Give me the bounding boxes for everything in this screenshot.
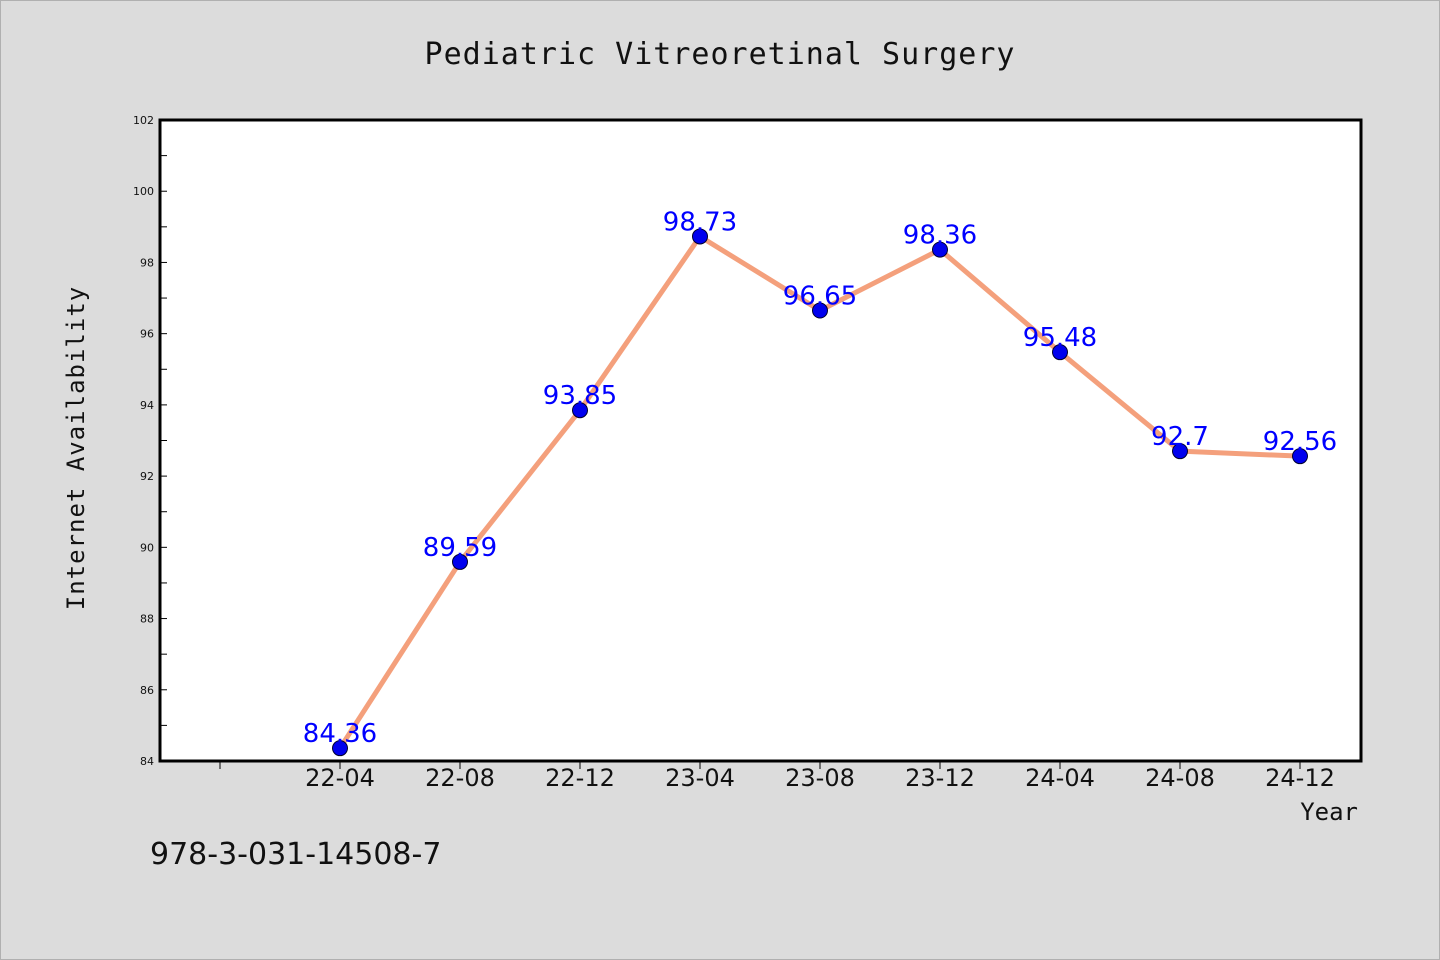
y-axis-ticks: 84 86 88 90 92 94 96 98 100 102 xyxy=(133,114,167,768)
x-axis-label: Year xyxy=(1300,798,1358,826)
chart-title: Pediatric Vitreoretinal Surgery xyxy=(425,37,1016,72)
y-tick-label: 102 xyxy=(133,114,154,127)
y-axis-label: Internet Availability xyxy=(62,286,90,610)
data-point xyxy=(1172,443,1188,460)
data-point xyxy=(1052,344,1068,361)
data-label: 89.59 xyxy=(423,533,497,563)
series-group: 84.36 89.59 93.85 98.73 96.65 98.36 95.48 92.7 9… xyxy=(303,207,1337,757)
x-tick-label: 22-08 xyxy=(425,764,495,792)
x-tick-label: 23-12 xyxy=(905,764,975,792)
y-tick-label: 88 xyxy=(140,613,154,626)
data-point xyxy=(572,402,588,419)
data-label: 84.36 xyxy=(303,719,377,749)
data-label: 92.7 xyxy=(1151,422,1209,452)
isbn-code: 978-3-031-14508-7 xyxy=(150,837,441,872)
data-point xyxy=(932,241,948,258)
x-tick-label: 22-12 xyxy=(545,764,615,792)
x-axis-ticks: 22-04 22-08 22-12 23-04 23-08 23-12 24-04 24-08… xyxy=(219,761,1335,792)
y-tick-label: 90 xyxy=(140,541,154,554)
y-tick-label: 96 xyxy=(140,328,154,341)
x-tick-label: 23-04 xyxy=(665,764,735,792)
data-label: 92.56 xyxy=(1263,427,1337,457)
y-tick-label: 94 xyxy=(140,399,154,412)
plot-area xyxy=(158,118,1363,763)
data-point xyxy=(812,302,828,319)
data-point xyxy=(1292,448,1308,465)
y-tick-label: 98 xyxy=(140,256,154,269)
data-label: 98.36 xyxy=(903,221,977,251)
data-label: 95.48 xyxy=(1023,323,1097,353)
x-tick-label: 24-04 xyxy=(1025,764,1095,792)
y-tick-label: 86 xyxy=(140,684,154,697)
data-point xyxy=(692,228,708,245)
y-tick-label: 84 xyxy=(140,755,154,768)
data-label: 93.85 xyxy=(543,381,617,411)
y-tick-label: 100 xyxy=(133,185,154,198)
y-tick-label: 92 xyxy=(140,470,154,483)
x-tick-label: 23-08 xyxy=(785,764,855,792)
x-tick-label: 22-04 xyxy=(305,764,375,792)
data-label: 96.65 xyxy=(783,282,857,312)
data-point xyxy=(452,553,468,570)
data-point xyxy=(332,740,348,757)
data-label: 98.73 xyxy=(663,207,737,237)
x-tick-label: 24-12 xyxy=(1265,764,1335,792)
x-tick-label: 24-08 xyxy=(1145,764,1215,792)
